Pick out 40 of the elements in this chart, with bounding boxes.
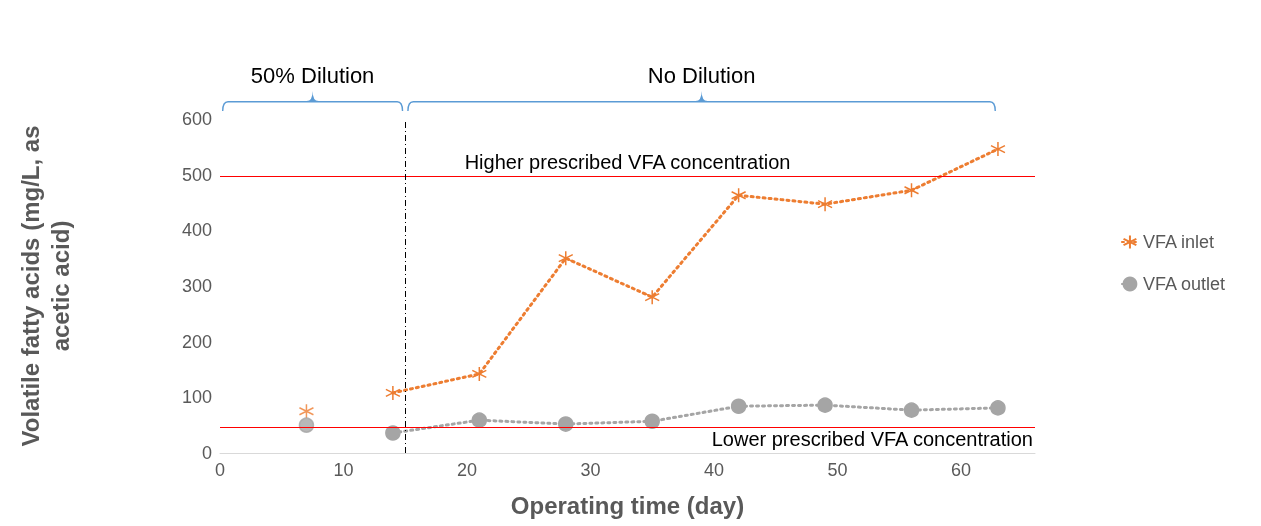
- y-tick-label: 400: [181, 220, 212, 241]
- point: [903, 182, 920, 198]
- point: [558, 416, 574, 432]
- point: [298, 403, 315, 419]
- y-axis-title: Volatile fatty acids (mg/L, as acetic acid): [16, 125, 74, 447]
- x-tick-label: 30: [580, 460, 601, 480]
- point: [644, 413, 660, 430]
- point: [644, 289, 660, 305]
- point: [558, 250, 574, 266]
- point: [385, 425, 401, 441]
- x-tick-label: 20: [456, 460, 477, 480]
- x-tick-label: 50: [827, 460, 848, 480]
- ref-line-label: Lower prescribed VFA concentration: [711, 428, 1033, 451]
- x-axis-title: Operating time (day): [510, 491, 745, 519]
- point: [298, 417, 315, 433]
- y-tick-label: 100: [181, 387, 212, 408]
- point: [817, 196, 833, 212]
- text: No Dilution: [647, 63, 756, 88]
- point: [730, 187, 747, 204]
- x-tick-label: 10: [333, 460, 354, 480]
- point: [817, 397, 833, 413]
- y-tick-label: 0: [201, 443, 212, 463]
- y-tick-label: 300: [181, 276, 212, 296]
- point: [471, 412, 488, 428]
- point: [903, 402, 920, 418]
- point: [990, 400, 1006, 416]
- x-tick-label: 0: [214, 460, 226, 480]
- point: [990, 141, 1006, 157]
- y-tick-label: 200: [181, 331, 212, 352]
- y-tick-label: 500: [181, 164, 212, 185]
- point: [730, 398, 747, 414]
- legend-label: VFA outlet: [1142, 274, 1226, 294]
- ref-line-label: Higher prescribed VFA concentration: [464, 151, 791, 174]
- y-tick-label: 600: [181, 109, 212, 129]
- legend-label: VFA inlet: [1142, 232, 1214, 252]
- x-tick-label: 60: [950, 460, 971, 480]
- point: [471, 366, 488, 382]
- point: [385, 385, 401, 401]
- text: 50% Dilution: [250, 63, 375, 88]
- x-tick-label: 40: [703, 460, 724, 480]
